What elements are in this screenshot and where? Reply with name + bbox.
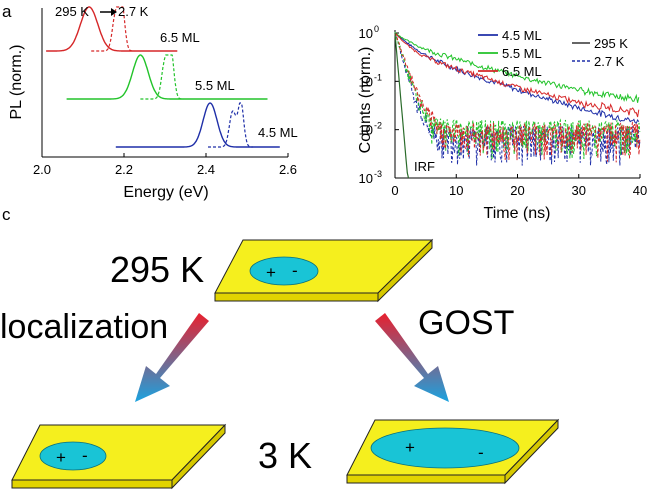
exciton-bl: [39, 441, 107, 471]
pl-x-tick-label: 2.6: [279, 162, 297, 177]
exciton-top: [249, 256, 319, 286]
legend-label-5-5: 5.5 ML: [502, 46, 542, 61]
temp-bottom-label: 3 K: [258, 435, 312, 476]
pl-series-2-7k: [91, 6, 135, 52]
plate-br-front: [346, 474, 506, 484]
trpl-y-tick-label: 10: [359, 123, 373, 138]
trpl-y-tick-exponent: 0: [374, 24, 379, 34]
exciton-bl-minus: -: [82, 446, 88, 465]
plate-top-front: [214, 292, 379, 302]
trpl-x-tick-label: 20: [510, 183, 524, 198]
trpl-series: [394, 32, 640, 124]
exciton-br-plus: +: [405, 438, 415, 457]
exciton-br: [370, 427, 520, 469]
trpl-x-tick-label: 40: [633, 183, 647, 198]
panel-label-c: c: [2, 205, 11, 224]
plate-bottom-left: + -: [11, 423, 227, 490]
pl-temp-to: 2.7 K: [118, 4, 149, 19]
pl-x-ticks: 2.0 2.2 2.4 2.6: [33, 153, 297, 177]
pl-series-295k: [46, 6, 178, 52]
trpl-legend-colors: 4.5 ML 5.5 ML 6.5 ML: [478, 28, 542, 79]
plate-bl-side: [171, 423, 226, 490]
trpl-legend-styles: 295 K 2.7 K: [572, 36, 628, 69]
pl-temp-from: 295 K: [55, 4, 89, 19]
pl-x-tick-label: 2.2: [115, 162, 133, 177]
legend-label-4-5: 4.5 ML: [502, 28, 542, 43]
pl-series-295k: [115, 102, 280, 148]
trpl-y-tick-exponent: -1: [374, 72, 382, 82]
legend-label-295: 295 K: [594, 36, 628, 51]
plate-bottom-right: + -: [346, 418, 560, 485]
trpl-x-tick-label: 30: [572, 183, 586, 198]
pl-series-label: 5.5 ML: [195, 78, 235, 93]
trpl-y-tick-exponent: -2: [374, 121, 382, 131]
arrow-gost: [375, 313, 449, 402]
legend-label-6-5: 6.5 ML: [502, 64, 542, 79]
exciton-bl-plus: +: [56, 448, 66, 467]
trpl-y-tick-label: 10: [359, 74, 373, 89]
plate-top-face: [214, 239, 434, 294]
plate-top-side: [377, 238, 433, 303]
trpl-x-label: Time (ns): [484, 205, 551, 222]
trpl-y-tick-label: 10: [359, 171, 373, 186]
exciton-top-minus: -: [292, 261, 298, 280]
trpl-x-tick-label: 10: [449, 183, 463, 198]
trpl-y-label: Counts (norm.): [357, 47, 374, 154]
trpl-y-tick-label: 10: [359, 26, 373, 41]
gost-label: GOST: [418, 304, 514, 342]
plate-top: + -: [214, 238, 434, 303]
trpl-x-tick-label: 0: [391, 183, 398, 198]
temp-top-label: 295 K: [110, 249, 204, 290]
trpl-series: [394, 31, 641, 160]
pl-series-2-7k: [208, 102, 254, 148]
pl-curves: [46, 6, 280, 148]
legend-label-2-7: 2.7 K: [594, 54, 625, 69]
plate-br-side: [504, 418, 559, 485]
arrow-localization: [135, 313, 209, 402]
exciton-top-plus: +: [266, 263, 276, 282]
trpl-series: [394, 32, 640, 103]
trpl-curves: [394, 31, 641, 179]
trpl-series: [394, 32, 641, 163]
pl-x-label: Energy (eV): [123, 184, 208, 201]
trpl-series: [394, 32, 640, 118]
pl-x-tick-label: 2.0: [33, 162, 51, 177]
trpl-series: [394, 32, 410, 179]
pl-series-295k: [66, 54, 268, 100]
localization-label: localization: [0, 308, 168, 346]
pl-series-label: 6.5 ML: [160, 30, 200, 45]
pl-temp-arrow-head: [111, 8, 117, 16]
panel-label-a: a: [2, 2, 12, 21]
arrow-right-body: [375, 313, 449, 402]
pl-series-label: 4.5 ML: [258, 125, 298, 140]
pl-y-label: PL (norm.): [8, 45, 25, 120]
trpl-y-tick-exponent: -3: [374, 169, 382, 179]
plate-bl-front: [11, 479, 173, 489]
pl-series-2-7k: [140, 54, 184, 100]
pl-chart: 2.0 2.2 2.4 2.6 6.5 ML 5.5 ML 4.5 ML PL (norm…: [8, 4, 298, 201]
pl-series-labels: 6.5 ML 5.5 ML 4.5 ML: [160, 30, 298, 140]
irf-label: IRF: [414, 159, 435, 174]
pl-x-tick-label: 2.4: [197, 162, 215, 177]
arrow-left-body: [135, 313, 209, 402]
exciton-br-minus: -: [478, 443, 484, 462]
